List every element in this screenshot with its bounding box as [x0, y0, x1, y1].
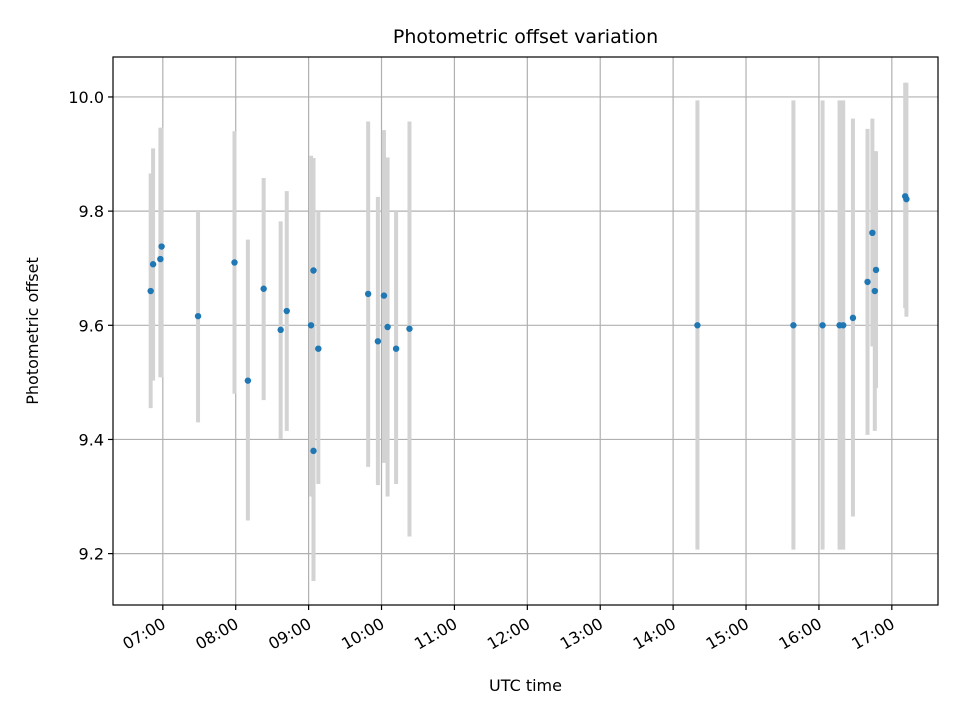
x-tick-label: 14:00 [630, 614, 679, 654]
grid [113, 57, 938, 605]
data-point [244, 377, 252, 384]
data-point [157, 255, 164, 263]
data-point [149, 261, 157, 268]
data-point [310, 267, 317, 274]
x-tick-label: 07:00 [119, 614, 168, 654]
x-tick-label: 13:00 [557, 614, 606, 654]
data-point [849, 314, 857, 322]
data-point [406, 325, 413, 332]
y-axis-ticks: 9.2 9.4 9.6 9.8 10.0 [68, 88, 113, 564]
data-point [147, 287, 154, 295]
error-bars [148, 82, 909, 582]
y-tick-label: 10.0 [68, 88, 104, 107]
y-tick-label: 9.2 [79, 545, 104, 564]
data-points [147, 193, 910, 455]
data-point [307, 322, 315, 329]
data-point [872, 266, 880, 274]
x-axis-ticks: 07:00 08:00 09:00 10:00 11:00 12:00 13:00 14:00… [119, 605, 898, 654]
x-tick-label: 08:00 [192, 614, 241, 654]
data-point [374, 338, 382, 345]
data-point [315, 345, 322, 352]
y-tick-label: 9.4 [79, 430, 104, 449]
data-point [871, 287, 879, 295]
data-point [392, 345, 400, 352]
x-tick-label: 15:00 [703, 614, 752, 654]
data-point [384, 323, 391, 331]
data-point [790, 322, 797, 329]
data-point [840, 322, 847, 329]
data-point [903, 195, 910, 203]
y-tick-label: 9.6 [79, 316, 104, 335]
data-point [819, 322, 826, 329]
x-tick-label: 11:00 [411, 614, 460, 654]
data-point [194, 312, 202, 320]
x-tick-label: 16:00 [775, 614, 824, 654]
data-point [260, 285, 267, 292]
data-point [158, 243, 165, 250]
chart-title: Photometric offset variation [393, 26, 658, 48]
data-point [364, 290, 372, 298]
data-point [231, 259, 238, 266]
data-point [310, 447, 317, 455]
data-point [380, 292, 388, 299]
x-tick-label: 12:00 [484, 614, 533, 654]
data-point [694, 322, 701, 329]
y-axis-label: Photometric offset [23, 257, 42, 405]
y-tick-label: 9.8 [79, 202, 104, 221]
data-point [864, 278, 871, 286]
data-point [869, 229, 876, 237]
x-axis-label: UTC time [489, 676, 562, 695]
x-tick-label: 17:00 [848, 614, 897, 654]
data-point [277, 326, 284, 334]
plot-frame [112, 56, 939, 606]
x-tick-label: 09:00 [265, 614, 314, 654]
data-point [283, 307, 290, 315]
x-tick-label: 10:00 [338, 614, 387, 654]
